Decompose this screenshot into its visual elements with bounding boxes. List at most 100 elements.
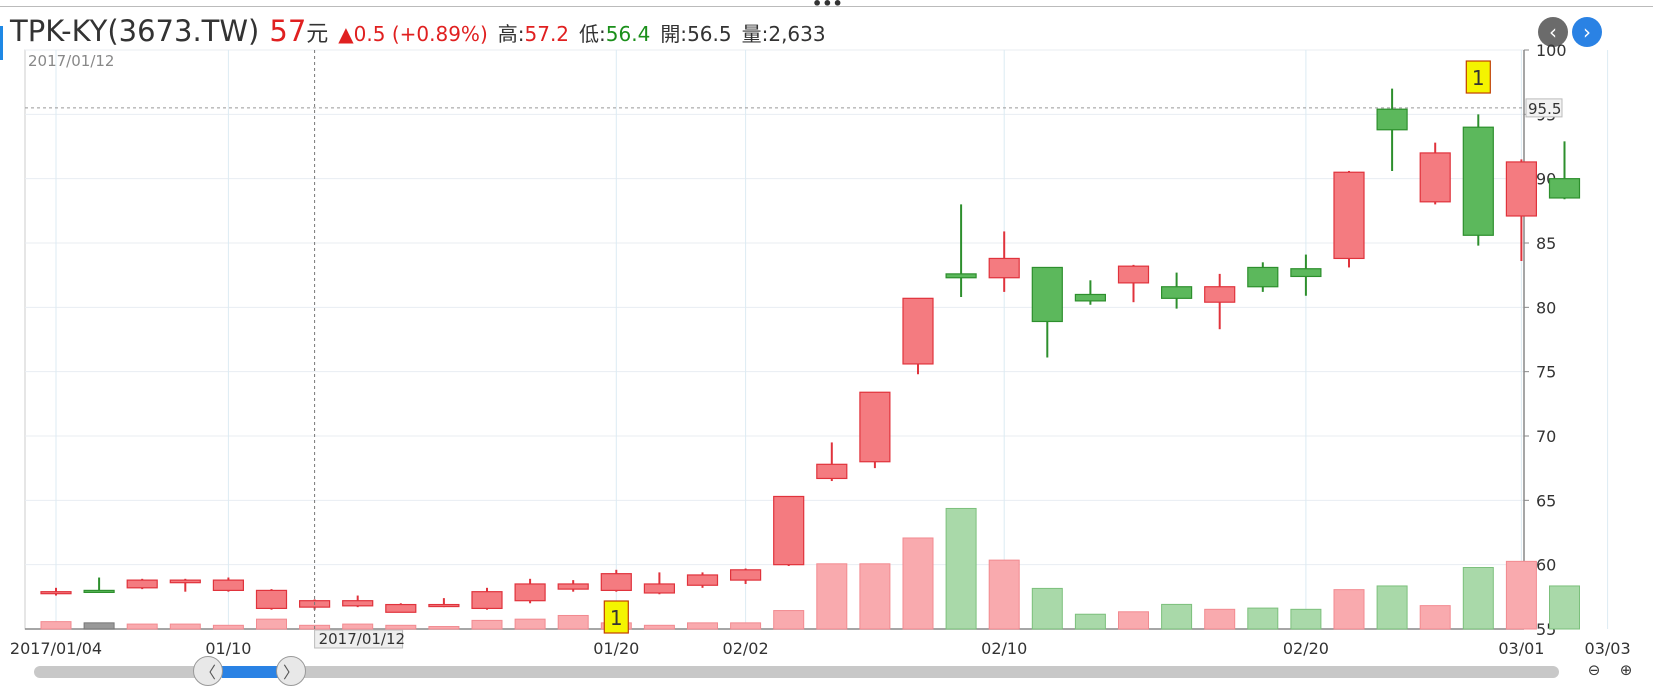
range-right-handle[interactable]: 〉 [276,656,306,686]
x-tick-label: 01/10 [205,639,251,658]
high-value: 57.2 [524,22,570,46]
candle-body [1247,266,1279,288]
volume-bar [1549,585,1580,630]
candle-body [1505,161,1538,217]
volume-label: 量: [741,22,769,46]
volume-bar [859,563,891,630]
y-tick-label: 80 [1536,298,1556,317]
zoom-out-button[interactable]: ⊖ [1583,660,1605,680]
candle-body [557,583,589,590]
candle-body [1204,286,1236,303]
volume-bar [1161,603,1193,630]
volume-bar [126,623,158,630]
volume-bar [687,622,718,630]
y-tick-label: 75 [1536,363,1556,382]
candle-body [600,573,632,592]
x-tick-label: 01/20 [593,639,639,658]
candle-body [83,589,115,594]
volume-bar [1074,613,1106,630]
candle-body [385,603,417,613]
candle-body [859,391,891,463]
y-tick-label: 65 [1536,491,1556,510]
candle-body [945,273,977,279]
y-tick-label: 100 [1536,41,1567,60]
candle-body [40,591,72,595]
open-value: 56.5 [687,22,732,46]
volume-bar [342,623,374,630]
volume-bar [1247,607,1279,630]
volume-bar [385,624,417,630]
price-change: ▲0.5 (+0.89%) [338,22,488,46]
candle-body [1419,152,1451,203]
volume-bar [169,623,201,630]
low-label: 低: [579,22,606,46]
more-options-icon[interactable]: ••• [812,0,843,13]
chevron-left-icon: ‹ [1549,20,1557,44]
next-stock-button[interactable]: › [1572,17,1602,47]
volume-value: 2,633 [768,22,826,46]
candle-body [1333,171,1365,260]
volume-bar [1290,608,1322,630]
x-tick-label: 02/10 [981,639,1027,658]
candle-body [686,574,719,586]
candle-body [988,257,1020,279]
prev-stock-button[interactable]: ‹ [1538,17,1568,47]
event-marker-label: 1 [1472,66,1485,90]
volume-bar [428,626,460,630]
volume-bar [773,610,805,630]
selection-indicator [0,26,3,60]
volume-bar [902,537,934,630]
volume-bar [1333,589,1365,630]
x-tick-label: 03/01 [1498,639,1544,658]
zoom-out-icon: ⊖ [1587,661,1601,679]
volume-bar [945,507,977,630]
range-scrollbar-thumb[interactable] [222,666,280,678]
chevron-left-icon: 〈 [199,663,216,682]
volume-bar [1031,587,1063,630]
last-price-tag-box [1525,98,1563,118]
candle-body [169,579,201,584]
chevron-right-icon: 〉 [282,663,299,682]
last-price-tag: 95.5 [1528,100,1561,118]
volume-bar [212,624,244,630]
volume-bar [256,618,287,630]
candle-body [1160,286,1193,299]
y-tick-label: 70 [1536,427,1556,446]
volume-bar [988,559,1020,630]
top-left-date-label: 2017/01/12 [28,52,114,70]
chevron-right-icon: › [1583,20,1591,44]
open-label: 開: [660,22,688,46]
x-tick-label: 02/20 [1283,639,1329,658]
event-marker-box [1465,60,1491,94]
candle-body [1548,178,1581,199]
candle-body [773,495,805,566]
event-marker-box [603,600,629,634]
range-left-handle[interactable]: 〈 [193,656,223,686]
y-tick-label: 60 [1536,556,1556,575]
high-label: 高: [497,22,525,46]
cursor-date-box [314,629,404,649]
top-border [0,6,1653,7]
zoom-in-icon: ⊕ [1619,661,1633,679]
range-scrollbar-track[interactable] [34,666,1559,678]
volume-bar [643,624,675,630]
volume-bar [1204,608,1236,630]
volume-bar [471,619,503,630]
volume-bar [1419,605,1451,630]
candle-body [902,297,934,365]
event-marker-label: 1 [610,606,623,630]
candle-body [1117,265,1150,284]
volume-bar [1376,585,1408,630]
candle-body [1031,266,1063,323]
candle-body [514,583,546,602]
candle-body [1074,293,1107,302]
last-price: 57 [269,14,307,48]
candle-body [1376,108,1408,131]
volume-bar [557,614,589,630]
volume-bar [1462,567,1494,630]
price-unit: 元 [306,22,329,47]
volume-bar [514,618,546,630]
zoom-in-button[interactable]: ⊕ [1615,660,1637,680]
x-tick-label: 02/02 [723,639,769,658]
